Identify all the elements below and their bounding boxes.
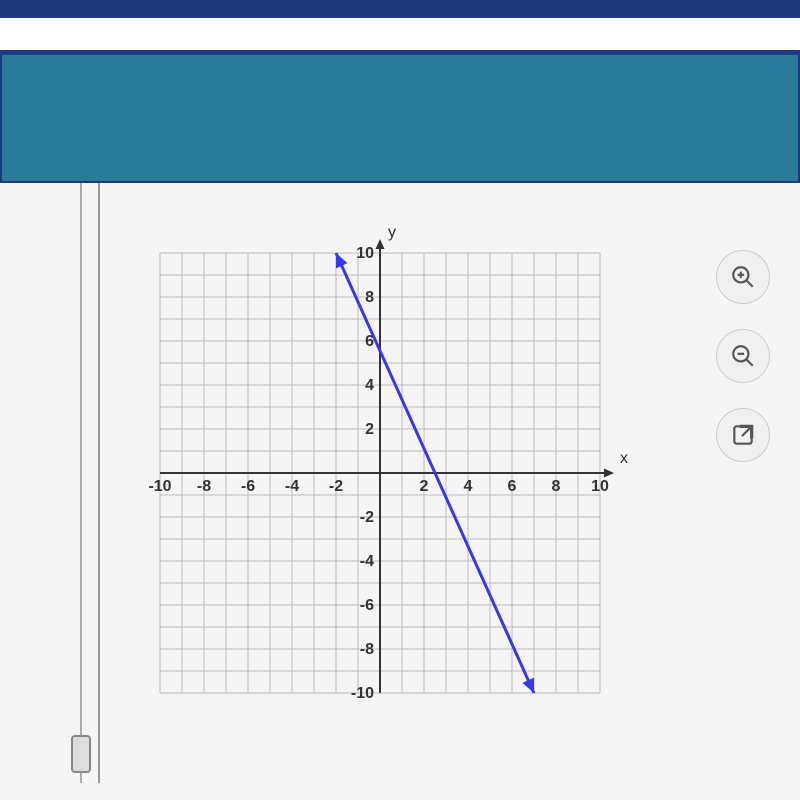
open-external-icon xyxy=(730,422,756,448)
x-tick-label: 10 xyxy=(591,478,609,495)
y-tick-label: 4 xyxy=(365,377,374,394)
y-tick-label: -6 xyxy=(360,597,374,614)
y-tick-label: -8 xyxy=(360,641,374,658)
x-tick-label: -8 xyxy=(197,478,211,495)
y-axis-label: y xyxy=(388,224,396,241)
y-tick-label: -2 xyxy=(360,509,374,526)
left-panel xyxy=(0,183,100,783)
zoom-out-button[interactable] xyxy=(716,329,770,383)
y-tick-label: 2 xyxy=(365,421,374,438)
zoom-in-icon xyxy=(730,264,756,290)
x-tick-label: 6 xyxy=(508,478,517,495)
x-tick-label: 4 xyxy=(464,478,473,495)
y-tick-label: -4 xyxy=(360,553,374,570)
y-tick-label: 10 xyxy=(356,245,374,262)
x-tick-label: -10 xyxy=(148,478,171,495)
x-tick-label: -6 xyxy=(241,478,255,495)
x-tick-label: -2 xyxy=(329,478,343,495)
y-tick-label: 8 xyxy=(365,289,374,306)
zoom-out-icon xyxy=(730,343,756,369)
x-tick-label: -4 xyxy=(285,478,299,495)
title-bar xyxy=(0,0,800,18)
content-area: -10-8-6-4-2246810-10-8-6-4-2246810 xy xyxy=(0,183,800,783)
zoom-in-button[interactable] xyxy=(716,250,770,304)
expand-button[interactable] xyxy=(716,408,770,462)
panel-divider xyxy=(80,183,82,783)
scroll-handle[interactable] xyxy=(71,735,91,773)
coordinate-chart: -10-8-6-4-2246810-10-8-6-4-2246810 xy xyxy=(130,223,630,723)
y-tick-label: -10 xyxy=(351,685,374,702)
x-tick-label: 8 xyxy=(552,478,561,495)
x-axis-label: x xyxy=(620,450,628,467)
chart-controls xyxy=(716,250,770,462)
header-banner xyxy=(0,53,800,183)
x-tick-label: 2 xyxy=(420,478,429,495)
tab-bar xyxy=(0,18,800,53)
chart-container: -10-8-6-4-2246810-10-8-6-4-2246810 xy xyxy=(130,223,630,723)
